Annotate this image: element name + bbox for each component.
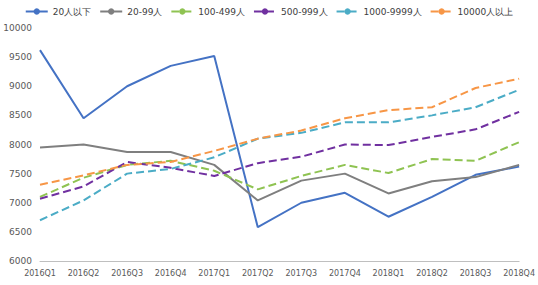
svg-text:2016Q1: 2016Q1 <box>24 269 56 278</box>
svg-text:2018Q3: 2018Q3 <box>460 269 492 278</box>
svg-text:500-999人: 500-999人 <box>281 7 328 17</box>
svg-text:1000-9999人: 1000-9999人 <box>364 7 422 17</box>
svg-text:2016Q3: 2016Q3 <box>111 269 143 278</box>
svg-text:2017Q3: 2017Q3 <box>285 269 317 278</box>
svg-text:2017Q1: 2017Q1 <box>198 269 230 278</box>
svg-text:2018Q1: 2018Q1 <box>373 269 405 278</box>
svg-text:2018Q4: 2018Q4 <box>503 269 535 278</box>
svg-text:6000: 6000 <box>9 256 32 266</box>
svg-text:100-499人: 100-499人 <box>198 7 245 17</box>
svg-text:20人以下: 20人以下 <box>53 7 91 17</box>
svg-text:2018Q2: 2018Q2 <box>416 269 448 278</box>
svg-text:10000: 10000 <box>3 23 32 33</box>
svg-text:10000人以上: 10000人以上 <box>458 7 514 17</box>
svg-text:9000: 9000 <box>9 81 32 91</box>
svg-text:20-99人: 20-99人 <box>127 7 162 17</box>
svg-text:7500: 7500 <box>9 169 32 179</box>
svg-text:7000: 7000 <box>9 198 32 208</box>
svg-text:2016Q2: 2016Q2 <box>68 269 100 278</box>
svg-text:6500: 6500 <box>9 227 32 237</box>
svg-text:2016Q4: 2016Q4 <box>155 269 187 278</box>
svg-text:8000: 8000 <box>9 140 32 150</box>
svg-text:8500: 8500 <box>9 110 32 120</box>
svg-text:9500: 9500 <box>9 52 32 62</box>
svg-text:2017Q2: 2017Q2 <box>242 269 274 278</box>
svg-text:2017Q4: 2017Q4 <box>329 269 361 278</box>
